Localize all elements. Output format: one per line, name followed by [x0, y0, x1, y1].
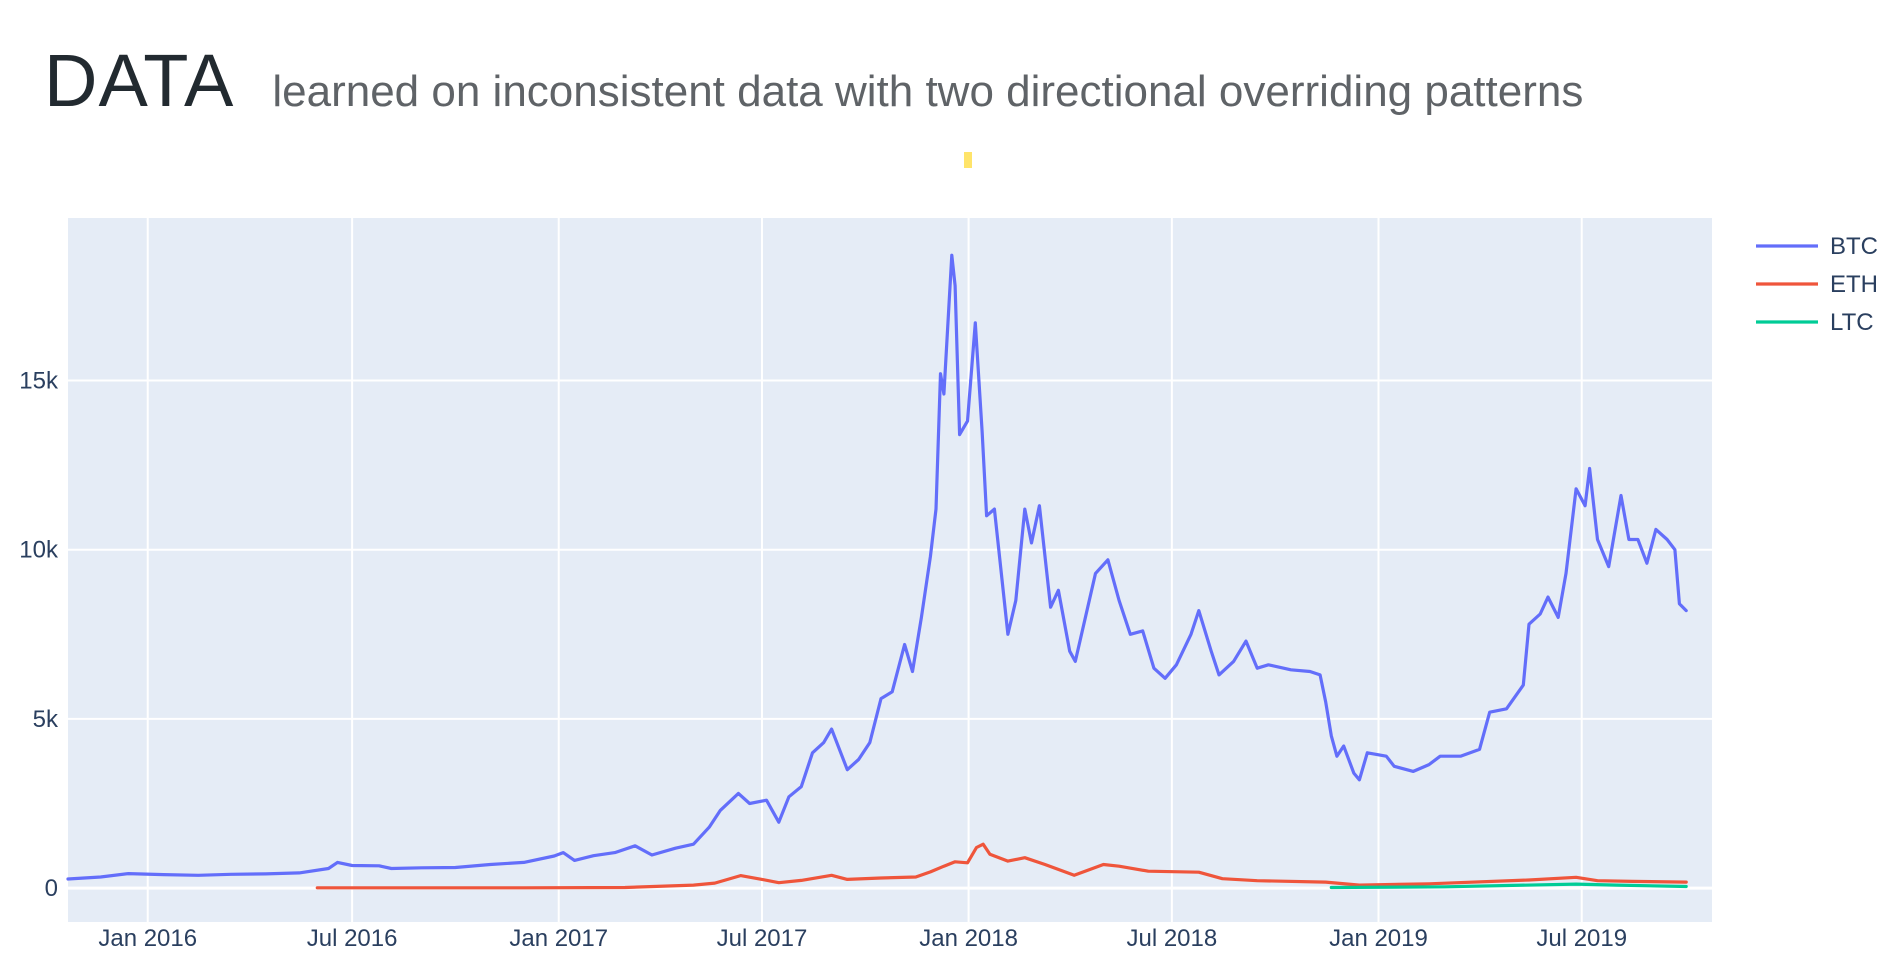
legend-item-ltc[interactable]: LTC	[1756, 309, 1874, 336]
y-tick-label: 0	[45, 875, 58, 902]
x-tick-label: Jan 2017	[509, 925, 608, 952]
series-line-eth	[315, 842, 1688, 890]
legend[interactable]: BTC ETH LTC	[1756, 233, 1878, 336]
gridlines	[68, 218, 1712, 922]
legend-item-btc[interactable]: BTC	[1756, 233, 1878, 260]
plot-area	[68, 218, 1712, 922]
chart-subtitle: learned on inconsistent data with two di…	[272, 67, 1584, 116]
y-tick-label: 5k	[33, 706, 59, 733]
x-tick-label: Jan 2019	[1329, 925, 1428, 952]
highlight-marker	[964, 152, 972, 168]
series-line-btc	[66, 253, 1688, 881]
legend-label: LTC	[1830, 309, 1874, 336]
series-lines	[66, 253, 1688, 890]
x-tick-label: Jan 2018	[919, 925, 1018, 952]
x-tick-label: Jul 2019	[1536, 925, 1627, 952]
y-tick-label: 10k	[19, 537, 59, 564]
x-axis-ticks: Jan 2016 Jul 2016 Jan 2017 Jul 2017 Jan 2018…	[98, 925, 1627, 952]
x-tick-label: Jan 2016	[98, 925, 197, 952]
x-tick-label: Jul 2018	[1126, 925, 1217, 952]
legend-label: ETH	[1830, 271, 1878, 298]
series-line-ltc	[1329, 882, 1688, 890]
legend-label: BTC	[1830, 233, 1878, 260]
chart-header: DATA learned on inconsistent data with t…	[44, 38, 1583, 128]
x-tick-label: Jul 2017	[717, 925, 808, 952]
x-tick-label: Jul 2016	[307, 925, 398, 952]
y-tick-label: 15k	[19, 367, 59, 394]
chart-title: DATA	[44, 39, 235, 122]
y-axis-ticks: 0 5k 10k 15k	[19, 367, 59, 902]
legend-item-eth[interactable]: ETH	[1756, 271, 1878, 298]
